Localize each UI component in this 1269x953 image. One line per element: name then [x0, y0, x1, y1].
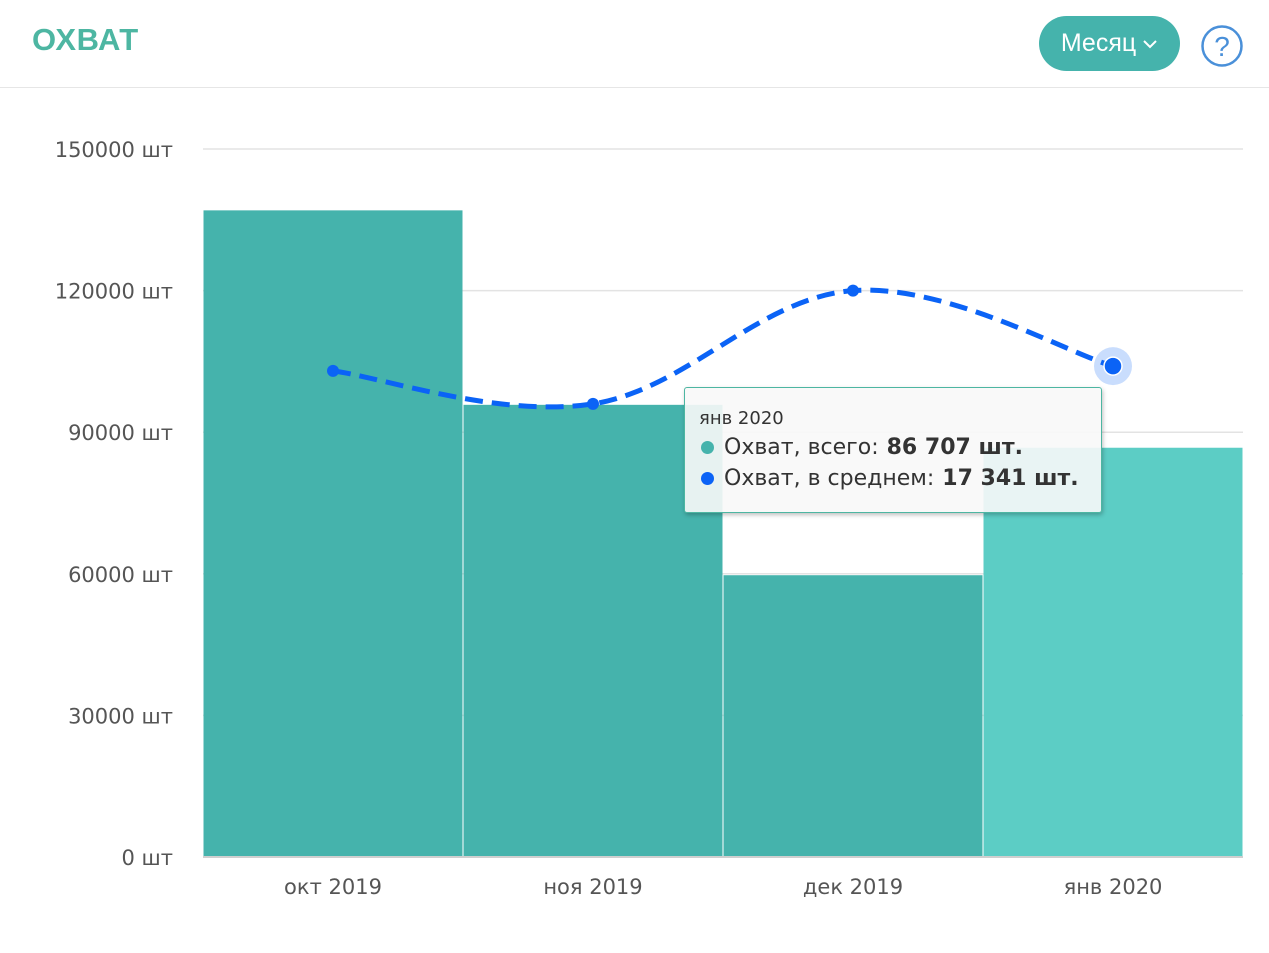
- y-tick-label: 30000 шт: [68, 704, 173, 728]
- tooltip-label-total: Охват, всего:: [724, 435, 879, 460]
- chevron-down-icon: [1143, 39, 1157, 48]
- tooltip-dot-total: [701, 441, 714, 454]
- chart-header: ОХВАТ Месяц ?: [0, 0, 1269, 88]
- tooltip-label-average: Охват, в среднем:: [724, 466, 935, 491]
- tooltip-value-total: 86 707 шт.: [886, 435, 1023, 460]
- tooltip-row-total: Охват, всего: 86 707 шт.: [701, 435, 1023, 460]
- tooltip-dot-average: [701, 472, 714, 485]
- y-tick-label: 0 шт: [122, 846, 174, 870]
- y-tick-label: 150000 шт: [55, 138, 173, 162]
- x-tick-label: дек 2019: [803, 875, 903, 899]
- x-tick-label: ноя 2019: [543, 875, 642, 899]
- line-point: [587, 397, 599, 410]
- line-point: [1103, 356, 1123, 376]
- page-title: ОХВАТ: [32, 22, 139, 57]
- bar: [983, 447, 1243, 857]
- line-point: [327, 364, 339, 377]
- period-dropdown-label: Месяц: [1060, 29, 1137, 57]
- help-icon: [1201, 25, 1243, 67]
- y-tick-label: 60000 шт: [68, 563, 173, 587]
- help-button[interactable]: ?: [1200, 24, 1244, 68]
- bars: [203, 210, 1243, 858]
- period-dropdown-button[interactable]: Месяц: [1039, 16, 1180, 71]
- tooltip-title: янв 2020: [699, 408, 784, 429]
- average-line: [332, 287, 1114, 410]
- line-point: [847, 284, 859, 297]
- y-tick-label: 120000 шт: [55, 280, 173, 304]
- y-tick-label: 90000 шт: [68, 421, 173, 445]
- help-symbol: ?: [1214, 31, 1230, 62]
- bar: [203, 210, 463, 858]
- x-axis-labels: окт 2019 ноя 2019 дек 2019 янв 2020: [284, 875, 1162, 899]
- bar: [723, 575, 983, 857]
- y-axis-labels: 0 шт 30000 шт 60000 шт 90000 шт 120000 шт 150…: [55, 138, 173, 870]
- tooltip-row-average: Охват, в среднем: 17 341 шт.: [701, 466, 1079, 491]
- tooltip-value-average: 17 341 шт.: [942, 466, 1079, 491]
- x-tick-label: окт 2019: [284, 875, 382, 899]
- chart-tooltip: янв 2020 Охват, всего: 86 707 шт. Охват,…: [684, 387, 1102, 513]
- average-line-series: [327, 284, 1132, 410]
- x-tick-label: янв 2020: [1064, 875, 1163, 899]
- bar: [463, 404, 723, 857]
